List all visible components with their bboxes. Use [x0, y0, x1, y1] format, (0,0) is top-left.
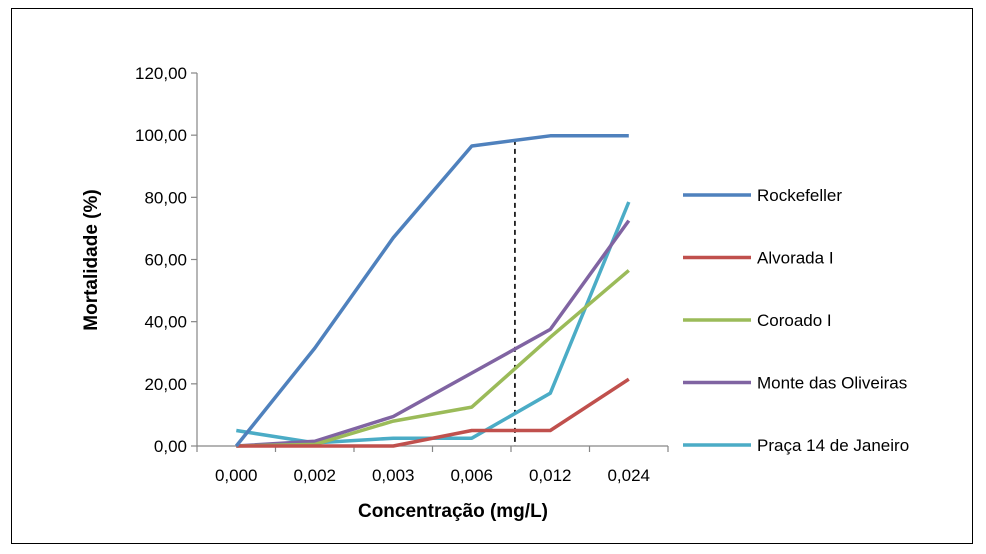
y-tick-label: 60,00	[144, 251, 187, 270]
legend: Rockefeller Alvorada I Coroado I Monte das …	[683, 186, 909, 455]
x-tick-label: 0,002	[293, 466, 336, 485]
series-line-alvorada-i	[236, 377, 630, 448]
legend-label: Alvorada I	[757, 249, 834, 268]
y-tick-label: 20,00	[144, 375, 187, 394]
y-tick-label: 80,00	[144, 188, 187, 207]
chart-frame	[11, 8, 973, 544]
x-tick-label: 0,000	[215, 466, 258, 485]
y-tick-label: 120,00	[135, 64, 187, 83]
series-lines	[234, 134, 631, 448]
y-axis-title: Mortalidade (%)	[81, 189, 102, 330]
y-tick-label: 40,00	[144, 313, 187, 332]
y-axis-ticks: 0,00 20,00 40,00 60,00 80,00 100,00 120,00	[135, 64, 197, 456]
legend-label: Rockefeller	[757, 186, 842, 205]
y-tick-label: 0,00	[154, 437, 187, 456]
legend-label: Praça 14 de Janeiro	[757, 436, 909, 455]
y-tick-label: 100,00	[135, 126, 187, 145]
series-line-rockefeller	[234, 134, 629, 448]
x-tick-label: 0,024	[607, 466, 650, 485]
legend-label: Coroado I	[757, 311, 832, 330]
x-tick-label: 0,006	[450, 466, 493, 485]
x-axis-ticks: 0,000 0,002 0,003 0,006 0,012 0,024	[196, 446, 669, 485]
x-tick-label: 0,012	[529, 466, 572, 485]
x-tick-label: 0,003	[372, 466, 415, 485]
legend-label: Monte das Oliveiras	[757, 374, 907, 393]
series-line-monte-das-oliveiras	[236, 219, 631, 448]
axes	[196, 73, 668, 447]
x-axis-title: Concentração (mg/L)	[358, 501, 548, 522]
